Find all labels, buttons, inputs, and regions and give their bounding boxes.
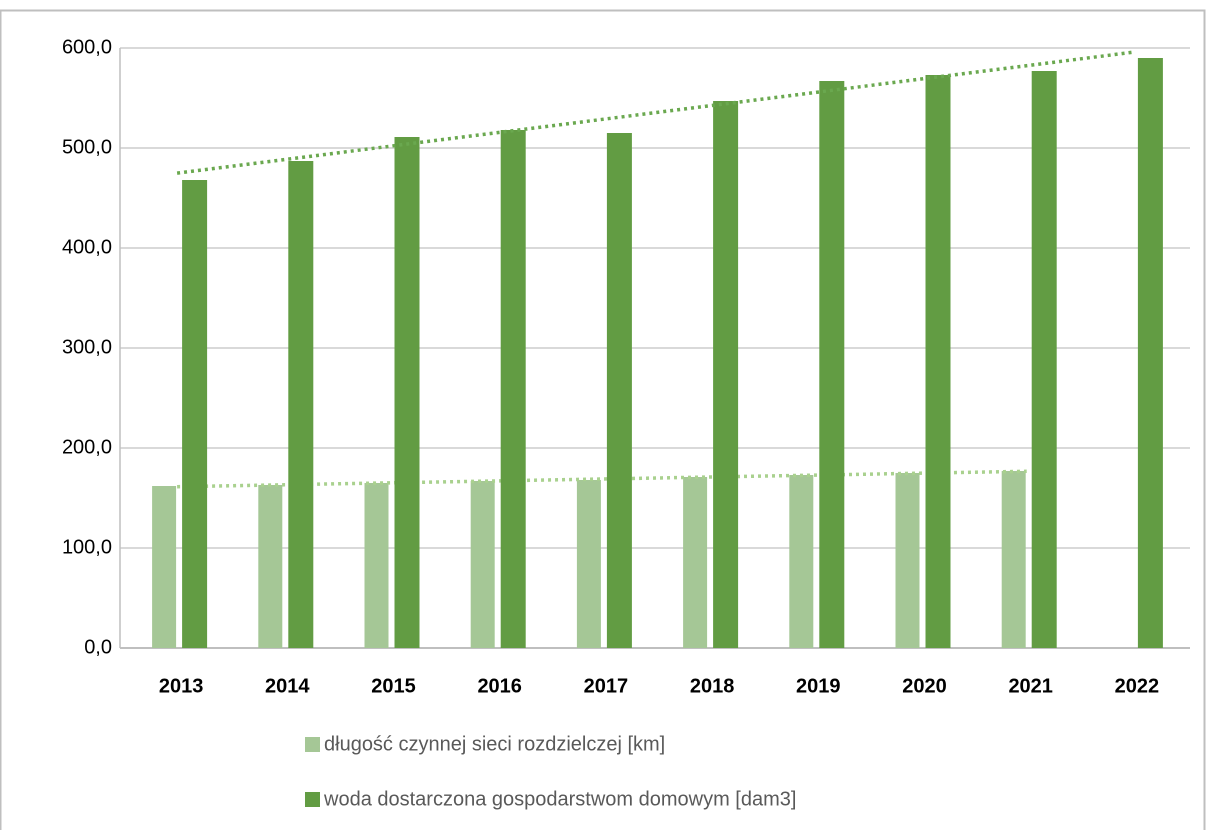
x-tick-label: 2022 bbox=[1115, 675, 1160, 697]
bar bbox=[1031, 71, 1057, 648]
x-tick-label: 2015 bbox=[371, 675, 416, 697]
y-tick-label: 600,0 bbox=[62, 36, 112, 58]
y-tick-label: 500,0 bbox=[62, 136, 112, 158]
trend-line bbox=[177, 469, 1027, 489]
x-tick-label: 2019 bbox=[796, 675, 841, 697]
bar bbox=[576, 480, 601, 648]
y-tick-label: 0,0 bbox=[84, 636, 112, 658]
y-tick-label: 100,0 bbox=[62, 536, 112, 558]
legend-swatch bbox=[305, 737, 320, 752]
bar bbox=[789, 475, 814, 648]
x-tick-label: 2016 bbox=[477, 675, 522, 697]
legend-label: długość czynnej sieci rozdzielczej [km] bbox=[324, 733, 665, 755]
x-tick-label: 2020 bbox=[902, 675, 947, 697]
bar bbox=[683, 477, 708, 648]
y-tick-label: 200,0 bbox=[62, 436, 112, 458]
bar bbox=[500, 130, 526, 648]
bar bbox=[394, 137, 420, 648]
legend-swatch bbox=[305, 792, 320, 807]
x-tick-label: 2017 bbox=[584, 675, 629, 697]
bar bbox=[1137, 58, 1163, 648]
legend-label: woda dostarczona gospodarstwom domowym [… bbox=[323, 788, 796, 810]
bar bbox=[895, 473, 920, 648]
bar bbox=[470, 481, 495, 648]
y-tick-label: 300,0 bbox=[62, 336, 112, 358]
x-tick-label: 2021 bbox=[1008, 675, 1053, 697]
chart-frame bbox=[0, 9, 1206, 830]
x-tick-label: 2018 bbox=[690, 675, 735, 697]
bar bbox=[925, 75, 951, 648]
bar bbox=[288, 161, 314, 648]
bar bbox=[713, 101, 739, 648]
bar bbox=[152, 486, 177, 648]
y-tick-label: 400,0 bbox=[62, 236, 112, 258]
bar bbox=[1001, 471, 1026, 648]
bar bbox=[182, 180, 208, 648]
bar bbox=[258, 485, 283, 648]
x-tick-label: 2013 bbox=[159, 675, 204, 697]
bar bbox=[364, 483, 389, 648]
x-tick-label: 2014 bbox=[265, 675, 310, 697]
bar bbox=[606, 133, 632, 648]
bar bbox=[819, 81, 845, 648]
